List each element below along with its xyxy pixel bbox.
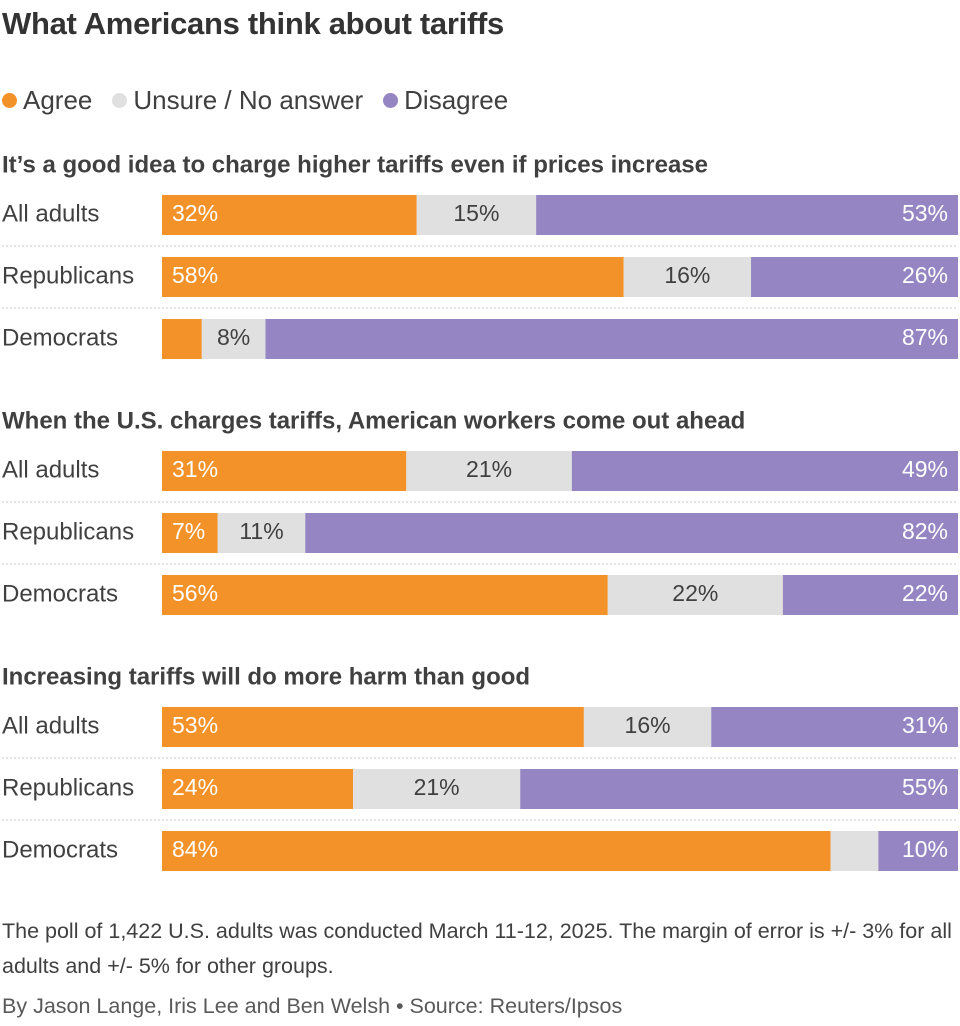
data-label-disagree: 55% — [902, 774, 948, 800]
data-label-unsure: 8% — [217, 324, 250, 350]
bar-segment-agree — [162, 575, 608, 615]
data-label-agree: 31% — [172, 456, 218, 482]
question-title: It’s a good idea to charge higher tariff… — [2, 151, 708, 178]
legend-label-unsure: Unsure / No answer — [133, 84, 364, 115]
group-label: Democrats — [2, 836, 118, 863]
legend-label-disagree: Disagree — [404, 84, 509, 115]
data-label-agree: 24% — [172, 774, 218, 800]
data-label-agree: 7% — [172, 518, 205, 544]
data-label-disagree: 49% — [902, 456, 948, 482]
bar-segment-disagree — [711, 707, 958, 747]
bar-segment-disagree — [265, 319, 959, 359]
legend-swatch-unsure — [112, 92, 128, 108]
group-label: Republicans — [2, 774, 134, 801]
bar-segment-unsure — [353, 769, 521, 809]
bar-segment-agree — [162, 769, 354, 809]
data-label-unsure: 16% — [664, 262, 710, 288]
data-label-unsure: 15% — [453, 200, 499, 226]
data-label-disagree: 87% — [902, 324, 948, 350]
data-label-disagree: 82% — [902, 518, 948, 544]
data-label-disagree: 26% — [902, 262, 948, 288]
bar-segment-disagree — [782, 575, 958, 615]
bar-segment-disagree — [878, 831, 958, 871]
data-label-agree: 56% — [172, 580, 218, 606]
legend-item-unsure: Unsure / No answer — [112, 85, 363, 116]
bar-segment-unsure — [830, 831, 879, 871]
data-label-disagree: 10% — [902, 836, 948, 862]
data-label-agree: 32% — [172, 200, 218, 226]
group-label: Democrats — [2, 324, 118, 351]
legend-item-agree: Agree — [2, 85, 92, 116]
bar-segment-unsure — [623, 257, 752, 297]
legend: Agree Unsure / No answer Disagree — [2, 82, 528, 118]
data-label-unsure: 21% — [466, 456, 512, 482]
question-title: When the U.S. charges tariffs, American … — [2, 407, 745, 434]
bar-segment-disagree — [536, 195, 958, 235]
bar-segment-agree — [162, 513, 218, 553]
bar-segment-agree — [162, 831, 831, 871]
bar-segment-unsure — [217, 513, 306, 553]
bar-segment-agree — [162, 195, 417, 235]
data-label-unsure: 21% — [414, 774, 460, 800]
data-label-unsure: 11% — [239, 518, 283, 544]
group-label: All adults — [2, 456, 99, 483]
stacked-bar-chart: It’s a good idea to charge higher tariff… — [2, 151, 959, 871]
bar-segment-unsure — [201, 319, 266, 359]
bar-segment-agree — [162, 451, 407, 491]
bar-segment-disagree — [571, 451, 958, 491]
chart-title: What Americans think about tariffs — [2, 6, 504, 41]
question-title: Increasing tariffs will do more harm tha… — [2, 663, 530, 690]
data-label-unsure: 16% — [625, 712, 671, 738]
bar-segment-disagree — [520, 769, 958, 809]
methodology-note: The poll of 1,422 U.S. adults was conduc… — [2, 919, 952, 978]
data-label-disagree: 31% — [902, 712, 948, 738]
legend-item-disagree: Disagree — [383, 85, 508, 116]
bar-segment-disagree — [751, 257, 958, 297]
bar-segment-unsure — [583, 707, 712, 747]
data-label-agree: 84% — [172, 836, 218, 862]
legend-swatch-disagree — [383, 92, 399, 108]
group-label: All adults — [2, 200, 99, 227]
data-label-agree: 58% — [172, 262, 218, 288]
data-label-disagree: 22% — [902, 580, 948, 606]
data-label-unsure: 22% — [672, 580, 718, 606]
bar-segment-unsure — [607, 575, 783, 615]
bar-segment-agree — [162, 257, 624, 297]
bar-segment-disagree — [305, 513, 958, 553]
bar-segment-agree — [162, 319, 202, 359]
group-label: Republicans — [2, 262, 134, 289]
legend-label-agree: Agree — [23, 84, 93, 115]
data-label-disagree: 53% — [902, 200, 948, 226]
group-label: Democrats — [2, 580, 118, 607]
group-label: Republicans — [2, 518, 134, 545]
group-label: All adults — [2, 712, 99, 739]
bar-segment-agree — [162, 707, 584, 747]
legend-swatch-agree — [2, 92, 17, 108]
data-label-agree: 53% — [172, 712, 218, 738]
bar-segment-unsure — [406, 451, 572, 491]
bar-segment-unsure — [416, 195, 537, 235]
byline-source: By Jason Lange, Iris Lee and Ben Welsh •… — [2, 994, 623, 1018]
